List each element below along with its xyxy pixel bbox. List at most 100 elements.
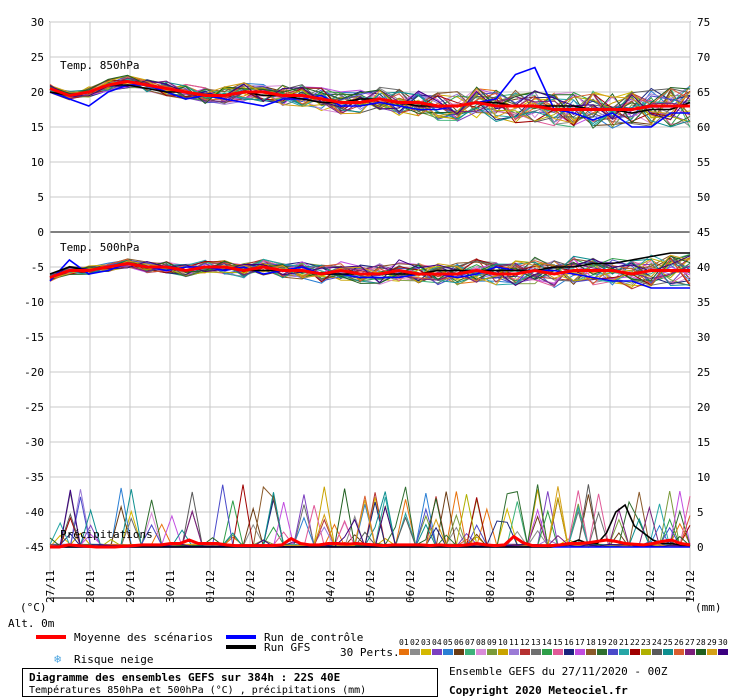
- member-id-label: 07: [465, 638, 475, 647]
- left-tick-label: -25: [24, 401, 44, 414]
- ensemble-run-label: Ensemble GEFS du 27/11/2020 - 00Z: [449, 665, 668, 678]
- left-tick-label: 5: [37, 191, 44, 204]
- member-swatch: [520, 649, 530, 655]
- left-tick-label: -10: [24, 296, 44, 309]
- member-swatch: [476, 649, 486, 655]
- member-legend: 01 02 03 04 05 06 07 08 09 10 11 12 13 14 15 16 17 18 19 20…: [399, 638, 728, 655]
- right-tick-label: 35: [697, 296, 710, 309]
- x-tick-label: 11/12: [604, 570, 617, 603]
- member-swatch: [619, 649, 629, 655]
- member-swatch: [443, 649, 453, 655]
- series-t850-line: [49, 79, 690, 111]
- series-t850-line: [49, 66, 690, 128]
- member-swatch: [542, 649, 552, 655]
- member-swatch: [465, 649, 475, 655]
- x-tick-label: 09/12: [524, 570, 537, 603]
- x-tick-label: 08/12: [484, 570, 497, 603]
- member-swatch: [674, 649, 684, 655]
- members-count-label: 30 Perts.: [340, 646, 400, 659]
- x-tick-label: 03/12: [284, 570, 297, 603]
- right-tick-label: 5: [697, 506, 704, 519]
- member-id-label: 24: [652, 638, 662, 647]
- right-tick-label: 55: [697, 156, 710, 169]
- highlighted-series: [49, 66, 691, 549]
- member-swatch: [553, 649, 563, 655]
- member-id-label: 19: [597, 638, 607, 647]
- member-id-label: 30: [718, 638, 728, 647]
- x-tick-label: 28/11: [84, 570, 97, 603]
- chart-subtitle: Températures 850hPa et 500hPa (°C) , pré…: [29, 685, 367, 696]
- label-t500: Temp. 500hPa: [60, 241, 139, 254]
- member-id-label: 27: [685, 638, 695, 647]
- snowflake-icon: ❄: [54, 652, 61, 666]
- x-tick-label: 12/12: [644, 570, 657, 603]
- member-id-label: 06: [454, 638, 464, 647]
- member-id-label: 14: [542, 638, 552, 647]
- member-swatch: [410, 649, 420, 655]
- member-swatch: [608, 649, 618, 655]
- member-swatch: [652, 649, 662, 655]
- label-precip: Précipitations: [60, 528, 153, 541]
- member-id-label: 03: [421, 638, 431, 647]
- member-swatch: [399, 649, 409, 655]
- x-tick-label: 07/12: [444, 570, 457, 603]
- member-swatch: [718, 649, 728, 655]
- right-tick-label: 10: [697, 471, 710, 484]
- left-tick-label: -15: [24, 331, 44, 344]
- member-id-label: 11: [509, 638, 519, 647]
- member-id-label: 04: [432, 638, 442, 647]
- member-id-label: 16: [564, 638, 574, 647]
- member-id-label: 17: [575, 638, 585, 647]
- altitude-label: Alt. 0m: [8, 617, 55, 630]
- member-swatch: [630, 649, 640, 655]
- right-tick-label: 70: [697, 51, 710, 64]
- right-tick-label: 60: [697, 121, 710, 134]
- x-tick-label: 27/11: [44, 570, 57, 603]
- member-id-label: 02: [410, 638, 420, 647]
- right-unit-label: (mm): [695, 601, 722, 614]
- x-tick-label: 05/12: [364, 570, 377, 603]
- x-tick-label: 30/11: [164, 570, 177, 603]
- right-tick-label: 20: [697, 401, 710, 414]
- x-tick-label: 06/12: [404, 570, 417, 603]
- member-id-label: 05: [443, 638, 453, 647]
- left-tick-label: -40: [24, 506, 44, 519]
- member-swatch: [575, 649, 585, 655]
- legend-mean-label: Moyenne des scénarios: [74, 631, 213, 644]
- member-id-label: 18: [586, 638, 596, 647]
- member-id-label: 22: [630, 638, 640, 647]
- legend-snow-label: Risque neige: [74, 653, 153, 666]
- member-swatch: [707, 649, 717, 655]
- member-swatch: [663, 649, 673, 655]
- member-id-label: 10: [498, 638, 508, 647]
- member-id-label: 23: [641, 638, 651, 647]
- member-swatch: [531, 649, 541, 655]
- right-tick-label: 30: [697, 331, 710, 344]
- member-id-label: 15: [553, 638, 563, 647]
- legend-gfs-label: Run GFS: [264, 641, 310, 654]
- member-id-label: 20: [608, 638, 618, 647]
- left-tick-label: 15: [31, 121, 44, 134]
- x-tick-label: 13/12: [684, 570, 697, 603]
- member-id-label: 25: [663, 638, 673, 647]
- label-t850: Temp. 850hPa: [60, 59, 139, 72]
- member-swatch: [696, 649, 706, 655]
- left-axis: 30 25 20 15 10 5 0 -5 -10 -15 -20 -25 -30 -35 -40 -45: [24, 16, 44, 554]
- left-tick-label: 20: [31, 86, 44, 99]
- x-tick-label: 04/12: [324, 570, 337, 603]
- x-tick-label: 29/11: [124, 570, 137, 603]
- member-id-label: 28: [696, 638, 706, 647]
- member-swatch: [564, 649, 574, 655]
- member-swatch: [454, 649, 464, 655]
- member-swatch: [586, 649, 596, 655]
- member-swatch: [509, 649, 519, 655]
- member-swatch: [432, 649, 442, 655]
- x-tick-label: 01/12: [204, 570, 217, 603]
- member-swatch: [421, 649, 431, 655]
- left-unit-label: (°C): [20, 601, 47, 614]
- grid-lines: [49, 21, 691, 598]
- right-tick-label: 50: [697, 191, 710, 204]
- right-tick-label: 65: [697, 86, 710, 99]
- x-axis: 27/11 28/11 29/11 30/11 01/12 02/12 03/12 04/12…: [44, 570, 697, 603]
